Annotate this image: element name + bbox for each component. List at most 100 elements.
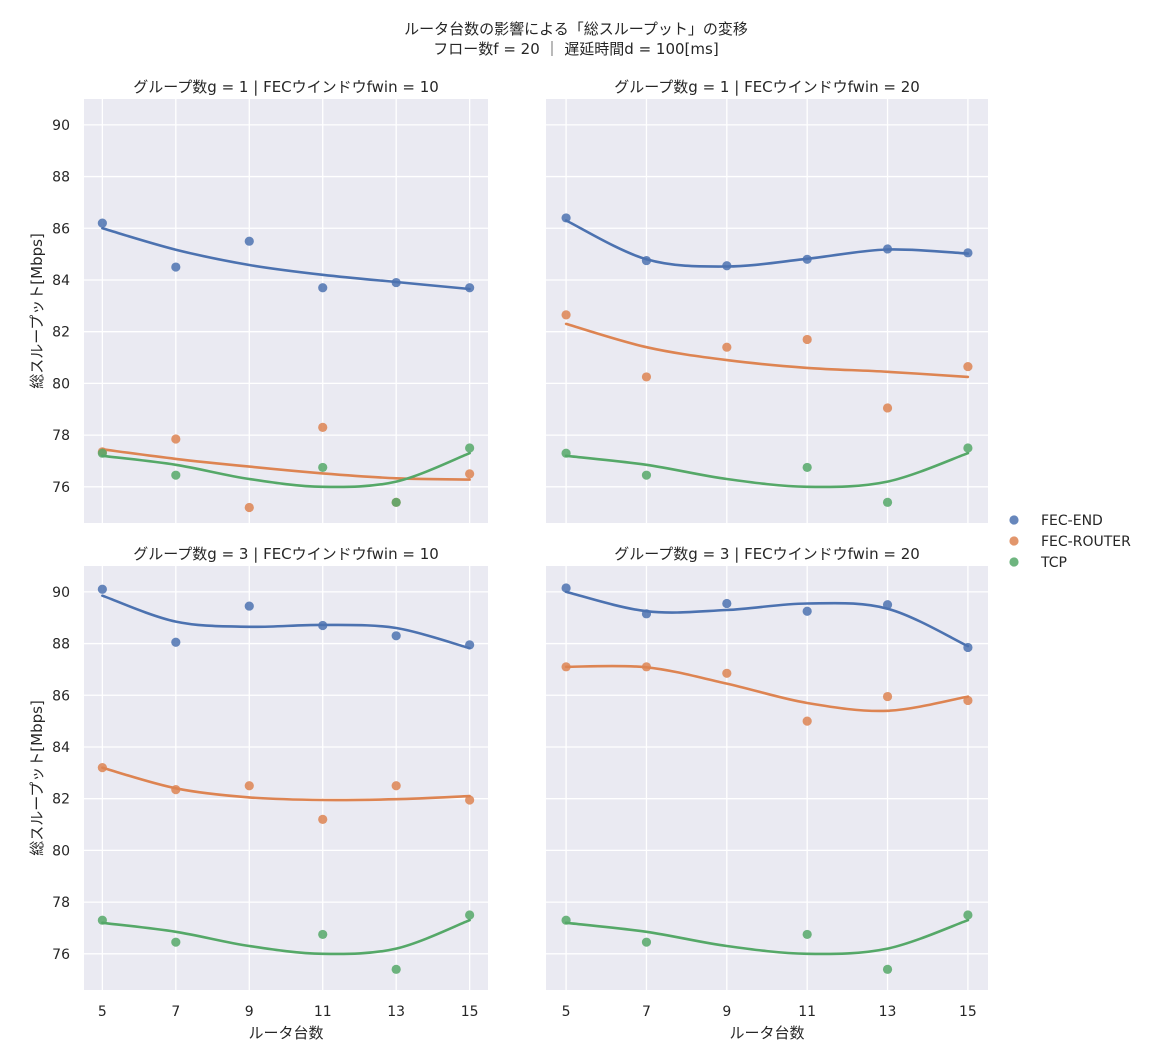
data-point: [722, 261, 732, 271]
fit-line: [101, 227, 471, 291]
data-point: [244, 601, 254, 611]
panel-3: グループ数g = 3 | FECウインドウfwin = 10 76 78 80 82 84…: [28, 545, 488, 1042]
fit-line: [564, 322, 970, 379]
data-point: [465, 443, 475, 453]
data-point: [171, 785, 181, 795]
data-point: [882, 244, 893, 254]
figure-title-line2: フロー数f = 20 ｜ 遅延時間d = 100[ms]: [433, 40, 718, 58]
data-point: [318, 814, 328, 824]
data-point: [318, 620, 328, 631]
x-tick-label: 13: [387, 1004, 405, 1020]
data-point: [641, 662, 652, 672]
data-point: [391, 497, 401, 507]
x-tick-label: 7: [171, 1004, 180, 1020]
data-point: [722, 342, 732, 352]
data-point: [97, 584, 107, 594]
legend-label: TCP: [1040, 555, 1067, 571]
y-tick-label: 86: [52, 688, 70, 704]
data-point: [391, 964, 401, 974]
data-point: [882, 497, 893, 507]
data-point: [561, 583, 571, 593]
data-point: [882, 403, 893, 413]
data-point: [465, 640, 475, 650]
panel-4: グループ数g = 3 | FECウインドウfwin = 20 5 7 9 11 13 15 ル…: [546, 545, 988, 1042]
data-point: [244, 781, 254, 791]
data-point: [561, 662, 571, 672]
data-point: [97, 915, 107, 925]
data-point: [244, 502, 254, 513]
data-point: [963, 910, 973, 920]
y-tick-label: 78: [52, 428, 70, 444]
panel-title: グループ数g = 3 | FECウインドウfwin = 20: [614, 545, 920, 563]
panel-title: グループ数g = 1 | FECウインドウfwin = 10: [133, 78, 439, 96]
data-point: [97, 218, 107, 228]
plot-area: [84, 566, 488, 990]
x-tick-label: 5: [562, 1004, 571, 1020]
x-tick-label: 9: [722, 1004, 731, 1020]
data-point: [561, 310, 571, 320]
y-tick-label: 84: [52, 740, 70, 756]
fit-line: [101, 766, 471, 802]
data-point: [244, 236, 254, 246]
fit-line: [564, 590, 970, 648]
y-tick-label: 82: [52, 792, 70, 808]
data-point: [882, 600, 893, 610]
data-point: [641, 609, 652, 619]
panels: グループ数g = 1 | FECウインドウfwin = 10 76 78 80 82 84…: [28, 78, 988, 1042]
panel-1: グループ数g = 1 | FECウインドウfwin = 10 76 78 80 82 84…: [28, 78, 488, 523]
data-point: [171, 434, 181, 444]
fit-line: [101, 918, 471, 956]
data-point: [171, 637, 181, 647]
data-point: [561, 915, 571, 925]
data-point: [963, 443, 973, 453]
y-tick-label: 88: [52, 170, 70, 186]
data-point: [318, 929, 328, 940]
fit-line: [564, 451, 970, 489]
x-tick-label: 7: [642, 1004, 651, 1020]
panel-title: グループ数g = 1 | FECウインドウfwin = 20: [614, 78, 920, 96]
plot-area: [84, 99, 488, 523]
y-tick-label: 82: [52, 325, 70, 341]
data-point: [465, 283, 475, 293]
y-axis-label: 総スループット[Mbps]: [28, 700, 46, 856]
data-point: [963, 695, 973, 706]
data-point: [963, 642, 973, 653]
figure-title-line1: ルータ台数の影響による「総スループット」の変移: [404, 20, 748, 38]
y-tick-label: 90: [52, 585, 70, 601]
panel-2: グループ数g = 1 | FECウインドウfwin = 20: [546, 78, 988, 523]
x-axis-label: ルータ台数: [729, 1024, 804, 1042]
panel-title: グループ数g = 3 | FECウインドウfwin = 10: [133, 545, 439, 563]
data-point: [882, 964, 893, 974]
y-tick-label: 84: [52, 273, 70, 289]
legend-label: FEC-ROUTER: [1041, 534, 1131, 550]
data-point: [802, 462, 812, 473]
data-point: [561, 448, 571, 458]
y-tick-label: 80: [52, 376, 70, 392]
y-tick-label: 88: [52, 637, 70, 653]
data-point: [641, 255, 652, 266]
data-point: [641, 372, 652, 382]
data-point: [391, 781, 401, 791]
y-tick-label: 80: [52, 843, 70, 859]
data-point: [318, 462, 328, 473]
x-tick-label: 15: [461, 1004, 479, 1020]
data-point: [391, 277, 401, 288]
y-tick-label: 76: [52, 480, 70, 496]
x-tick-label: 9: [245, 1004, 254, 1020]
data-point: [171, 262, 181, 272]
data-point: [465, 469, 475, 479]
data-point: [171, 470, 181, 480]
data-point: [722, 668, 732, 678]
data-point: [561, 213, 571, 223]
data-point: [318, 283, 328, 293]
x-axis-label: ルータ台数: [248, 1024, 323, 1042]
legend-marker: [1009, 557, 1019, 567]
data-point: [171, 937, 181, 947]
data-point: [391, 631, 401, 641]
data-point: [963, 361, 973, 372]
y-tick-label: 78: [52, 895, 70, 911]
x-tick-label: 11: [314, 1004, 332, 1020]
legend-marker: [1009, 515, 1019, 525]
data-point: [465, 795, 475, 805]
x-tick-label: 11: [798, 1004, 816, 1020]
